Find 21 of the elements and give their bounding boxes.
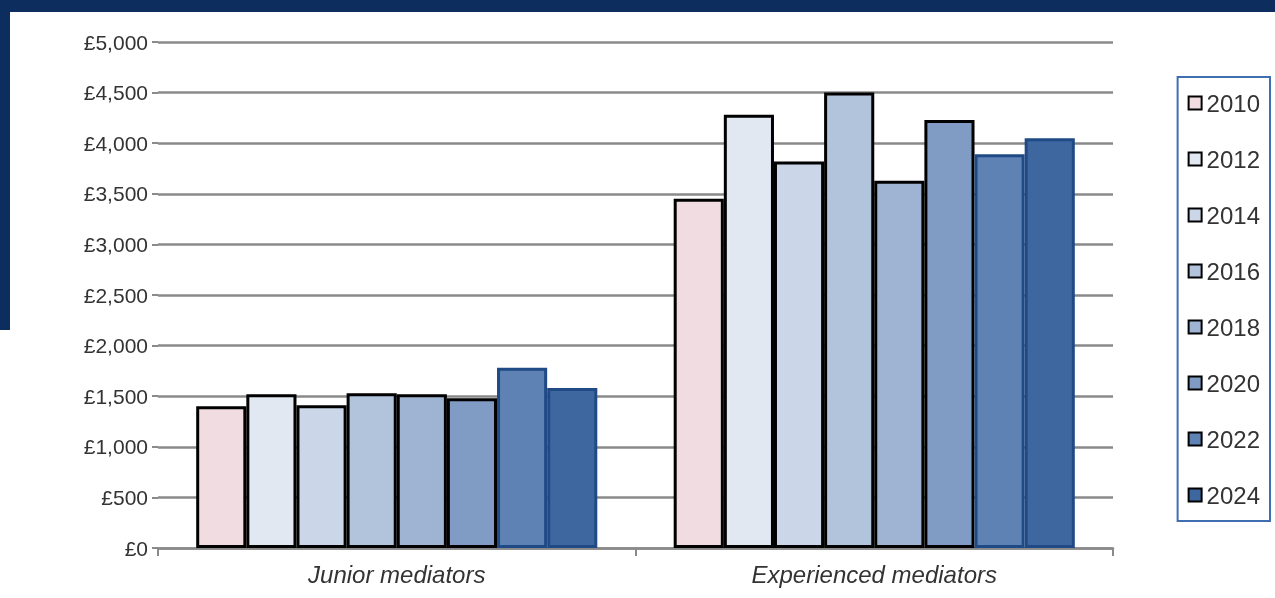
y-tick-label: £1,500 (83, 384, 148, 408)
legend-label: 2024 (1206, 481, 1260, 509)
y-tick-label: £4,000 (83, 131, 148, 155)
y-tick-label: £2,000 (83, 334, 148, 358)
y-tick-label: £2,500 (83, 283, 148, 307)
legend-label: 2014 (1206, 201, 1260, 229)
y-tick-label: £500 (101, 485, 148, 509)
legend-label: 2010 (1206, 89, 1260, 117)
legend-label: 2022 (1206, 425, 1260, 453)
legend-label: 2016 (1206, 257, 1260, 285)
x-tick-label: Junior mediators (307, 560, 486, 588)
y-tick-label: £5,000 (83, 30, 148, 54)
y-tick-label: £1,000 (83, 435, 148, 459)
legend-label: 2018 (1206, 313, 1260, 341)
legend-label: 2020 (1206, 369, 1260, 397)
y-tick-label: £3,500 (83, 182, 148, 206)
y-tick-label: £4,500 (83, 81, 148, 105)
legend-label: 2012 (1206, 145, 1260, 173)
y-tick-label: £3,000 (83, 232, 148, 256)
y-tick-label: £0 (124, 536, 148, 560)
x-tick-label: Experienced mediators (751, 560, 997, 588)
